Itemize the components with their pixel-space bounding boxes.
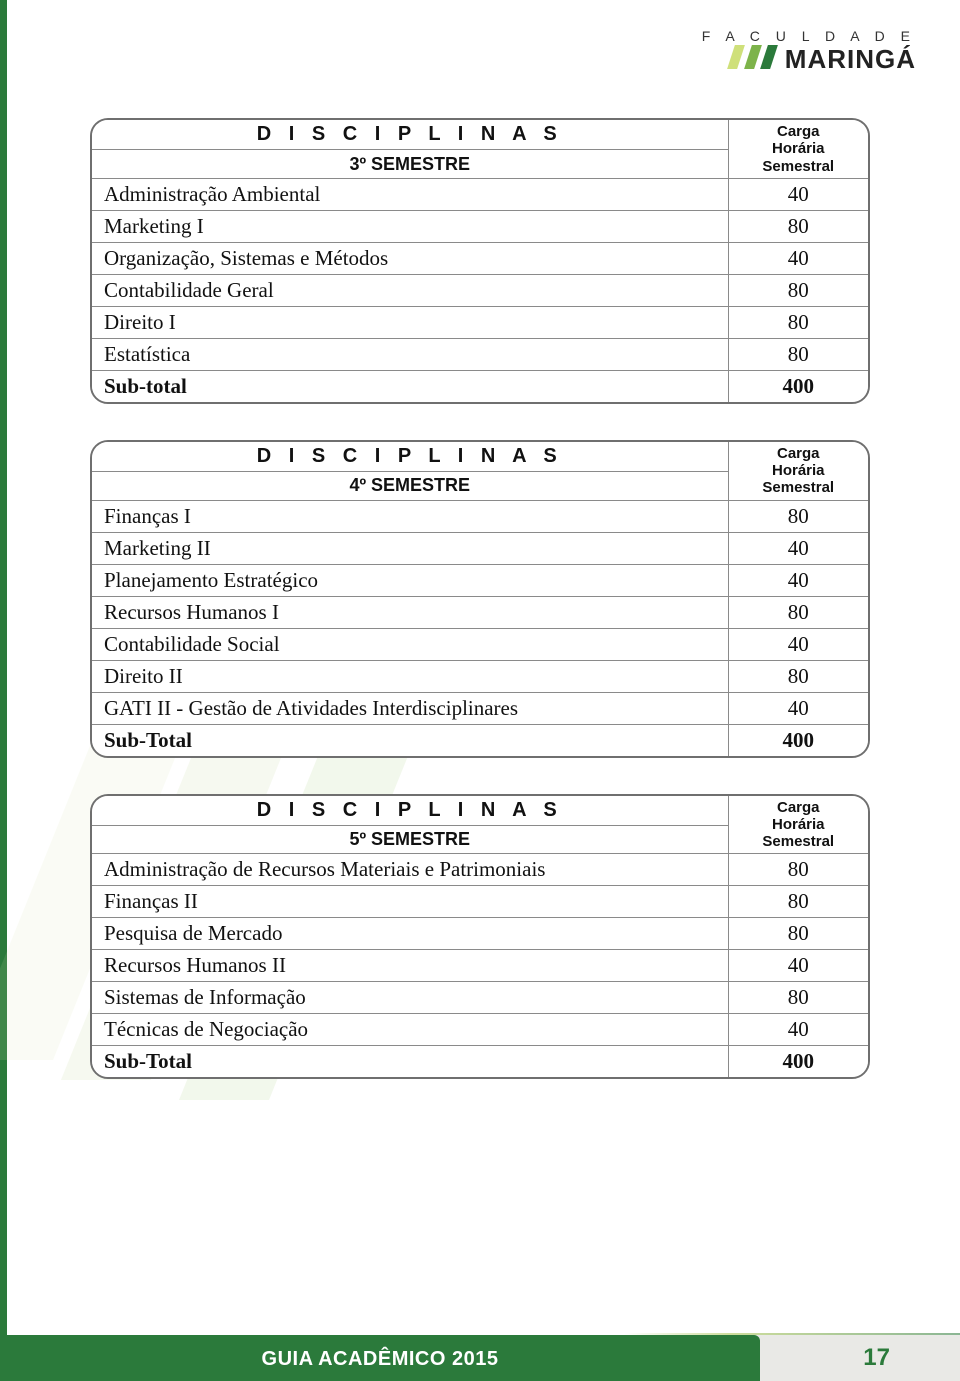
subtotal-value: 400 (728, 724, 868, 756)
discipline-name: Marketing II (92, 532, 728, 564)
table-row: Marketing II40 (92, 532, 868, 564)
discipline-name: Técnicas de Negociação (92, 1014, 728, 1046)
discipline-name: Recursos Humanos II (92, 950, 728, 982)
subtotal-label: Sub-Total (92, 724, 728, 756)
discipline-hours: 40 (728, 628, 868, 660)
table-row: Planejamento Estratégico40 (92, 564, 868, 596)
semester-header: 3º SEMESTRE (92, 150, 728, 178)
discipline-hours: 40 (728, 950, 868, 982)
discipline-name: Contabilidade Geral (92, 274, 728, 306)
table-row: Finanças I80 (92, 500, 868, 532)
curriculum-table: D I S C I P L I N A SCargaHoráriaSemestr… (90, 440, 870, 758)
footer-page-number: 17 (863, 1344, 890, 1372)
table-row: Administração de Recursos Materiais e Pa… (92, 854, 868, 886)
table-row: Contabilidade Social40 (92, 628, 868, 660)
discipline-name: Planejamento Estratégico (92, 564, 728, 596)
discipline-hours: 40 (728, 692, 868, 724)
table-row: Direito II80 (92, 660, 868, 692)
discipline-hours: 40 (728, 242, 868, 274)
subtotal-value: 400 (728, 1046, 868, 1078)
page-side-stripe (0, 0, 7, 1381)
table-row: Recursos Humanos II40 (92, 950, 868, 982)
disciplinas-header: D I S C I P L I N A S (92, 796, 728, 826)
discipline-hours: 80 (728, 854, 868, 886)
logo-bars-icon (731, 45, 776, 74)
table-row: Estatística80 (92, 338, 868, 370)
logo-subtitle: F A C U L D A D E (702, 28, 916, 44)
logo-bar-2 (744, 45, 762, 69)
discipline-name: Marketing I (92, 210, 728, 242)
table-row: Pesquisa de Mercado80 (92, 918, 868, 950)
carga-header: CargaHoráriaSemestral (728, 442, 868, 500)
curriculum-table: D I S C I P L I N A SCargaHoráriaSemestr… (90, 794, 870, 1080)
table-row: Marketing I80 (92, 210, 868, 242)
table-row: Finanças II80 (92, 886, 868, 918)
table-row: GATI II - Gestão de Atividades Interdisc… (92, 692, 868, 724)
discipline-name: Estatística (92, 338, 728, 370)
discipline-hours: 40 (728, 532, 868, 564)
table-row: Administração Ambiental40 (92, 178, 868, 210)
carga-header: CargaHoráriaSemestral (728, 120, 868, 178)
discipline-name: Recursos Humanos I (92, 596, 728, 628)
discipline-hours: 40 (728, 564, 868, 596)
discipline-hours: 80 (728, 210, 868, 242)
discipline-name: GATI II - Gestão de Atividades Interdisc… (92, 692, 728, 724)
table-row: Recursos Humanos I80 (92, 596, 868, 628)
discipline-name: Contabilidade Social (92, 628, 728, 660)
semester-header: 4º SEMESTRE (92, 472, 728, 500)
discipline-hours: 40 (728, 178, 868, 210)
discipline-name: Finanças II (92, 886, 728, 918)
footer-grey-block (750, 1335, 960, 1381)
logo-name: MARINGÁ (785, 44, 916, 75)
discipline-hours: 80 (728, 886, 868, 918)
discipline-name: Administração de Recursos Materiais e Pa… (92, 854, 728, 886)
discipline-hours: 80 (728, 338, 868, 370)
subtotal-row: Sub-Total400 (92, 724, 868, 756)
discipline-name: Finanças I (92, 500, 728, 532)
disciplinas-header: D I S C I P L I N A S (92, 120, 728, 150)
discipline-name: Direito I (92, 306, 728, 338)
subtotal-label: Sub-Total (92, 1046, 728, 1078)
discipline-hours: 80 (728, 500, 868, 532)
discipline-hours: 80 (728, 306, 868, 338)
discipline-hours: 40 (728, 1014, 868, 1046)
discipline-hours: 80 (728, 982, 868, 1014)
footer-title: GUIA ACADÊMICO 2015 (0, 1348, 760, 1371)
discipline-name: Pesquisa de Mercado (92, 918, 728, 950)
discipline-hours: 80 (728, 274, 868, 306)
carga-header: CargaHoráriaSemestral (728, 796, 868, 854)
semester-header: 5º SEMESTRE (92, 825, 728, 853)
logo-bar-3 (760, 45, 778, 69)
table-row: Organização, Sistemas e Métodos40 (92, 242, 868, 274)
subtotal-row: Sub-Total400 (92, 1046, 868, 1078)
disciplinas-header: D I S C I P L I N A S (92, 442, 728, 472)
logo-bar-1 (728, 45, 746, 69)
subtotal-row: Sub-total400 (92, 370, 868, 402)
discipline-name: Direito II (92, 660, 728, 692)
table-row: Direito I80 (92, 306, 868, 338)
discipline-name: Administração Ambiental (92, 178, 728, 210)
discipline-hours: 80 (728, 918, 868, 950)
table-row: Sistemas de Informação80 (92, 982, 868, 1014)
discipline-hours: 80 (728, 660, 868, 692)
content-area: D I S C I P L I N A SCargaHoráriaSemestr… (90, 118, 870, 1115)
table-row: Técnicas de Negociação40 (92, 1014, 868, 1046)
discipline-name: Organização, Sistemas e Métodos (92, 242, 728, 274)
curriculum-table: D I S C I P L I N A SCargaHoráriaSemestr… (90, 118, 870, 404)
subtotal-label: Sub-total (92, 370, 728, 402)
discipline-name: Sistemas de Informação (92, 982, 728, 1014)
table-row: Contabilidade Geral80 (92, 274, 868, 306)
logo: F A C U L D A D E MARINGÁ (702, 28, 916, 75)
discipline-hours: 80 (728, 596, 868, 628)
subtotal-value: 400 (728, 370, 868, 402)
